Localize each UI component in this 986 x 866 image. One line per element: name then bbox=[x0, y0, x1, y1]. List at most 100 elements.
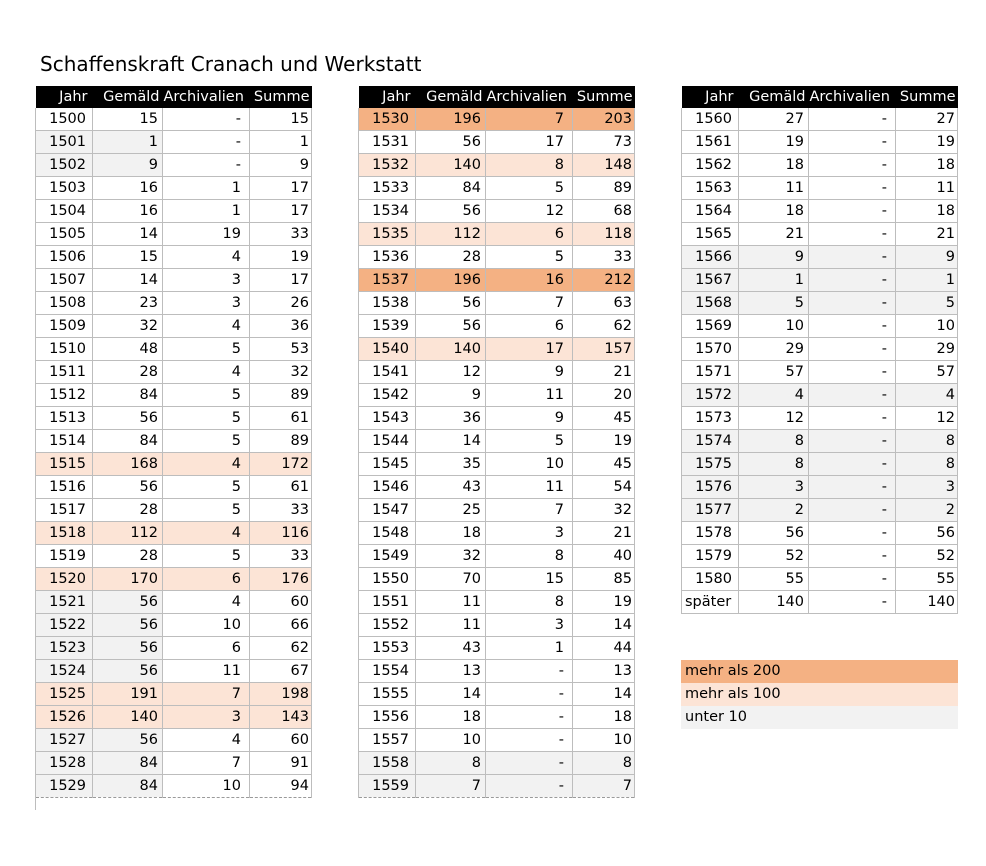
cell-summe: 60 bbox=[249, 728, 312, 752]
cell-summe: 45 bbox=[572, 406, 635, 430]
cell-summe: 1 bbox=[895, 268, 958, 292]
cell-gemaeld: 18 bbox=[738, 199, 809, 223]
cell-archivalien: 7 bbox=[485, 108, 573, 131]
cell-gridline bbox=[35, 798, 36, 810]
table-row: 1550 70 15 85 bbox=[358, 567, 635, 591]
table-row: 1513 56 5 61 bbox=[35, 406, 312, 430]
cell-summe: 11 bbox=[895, 176, 958, 200]
data-table-1560-spaeter: Jahr Gemäld Archivalien Summe 1560 27-27 1561 1… bbox=[681, 86, 958, 614]
cell-archivalien: - bbox=[485, 774, 573, 798]
cell-summe: 33 bbox=[249, 498, 312, 522]
cell-summe: 8 bbox=[572, 751, 635, 775]
table-row: 1558 8-8 bbox=[358, 751, 635, 775]
header-summe: Summe bbox=[895, 86, 958, 108]
table-row: 1510 48 5 53 bbox=[35, 337, 312, 361]
table-row: 1524 56 11 67 bbox=[35, 659, 312, 683]
cell-summe: 10 bbox=[572, 728, 635, 752]
cell-gemaeld: 11 bbox=[415, 613, 486, 637]
cell-gemaeld: 12 bbox=[738, 406, 809, 430]
cell-archivalien: - bbox=[808, 314, 896, 338]
cell-jahr: 1519 bbox=[35, 544, 93, 568]
cell-jahr: 1572 bbox=[681, 383, 739, 407]
cell-summe: 89 bbox=[249, 429, 312, 453]
cell-gemaeld: 140 bbox=[92, 705, 163, 729]
cell-gemaeld: 84 bbox=[92, 774, 163, 798]
cell-gemaeld: 32 bbox=[92, 314, 163, 338]
cell-summe: 61 bbox=[249, 406, 312, 430]
cell-jahr: 1563 bbox=[681, 176, 739, 200]
cell-summe: 14 bbox=[572, 682, 635, 706]
table-row: 1532 140 8 148 bbox=[358, 153, 635, 177]
table-row: 1536 28 5 33 bbox=[358, 245, 635, 269]
cell-archivalien: - bbox=[808, 245, 896, 269]
cell-jahr: 1527 bbox=[35, 728, 93, 752]
cell-gemaeld: 5 bbox=[738, 291, 809, 315]
cell-summe: 7 bbox=[572, 774, 635, 798]
cell-gemaeld: 196 bbox=[415, 108, 486, 131]
table-row: 1544 14 5 19 bbox=[358, 429, 635, 453]
cell-gemaeld: 23 bbox=[92, 291, 163, 315]
cell-summe: 67 bbox=[249, 659, 312, 683]
table-row: 1565 21-21 bbox=[681, 222, 958, 246]
table-row: 1520 170 6 176 bbox=[35, 567, 312, 591]
cell-gemaeld: 9 bbox=[92, 153, 163, 177]
cell-summe: 9 bbox=[249, 153, 312, 177]
table-row: 1538 56 7 63 bbox=[358, 291, 635, 315]
cell-jahr: 1552 bbox=[358, 613, 416, 637]
table-row: 1522 56 10 66 bbox=[35, 613, 312, 637]
table-row: 1552 11 3 14 bbox=[358, 613, 635, 637]
cell-jahr: 1502 bbox=[35, 153, 93, 177]
cell-summe: 198 bbox=[249, 682, 312, 706]
table-row: 1527 56 4 60 bbox=[35, 728, 312, 752]
cell-summe: 9 bbox=[895, 245, 958, 269]
cell-archivalien: 1 bbox=[485, 636, 573, 660]
cell-summe: 45 bbox=[572, 452, 635, 476]
header-gemaeld: Gemäld bbox=[92, 86, 163, 108]
cell-jahr: 1542 bbox=[358, 383, 416, 407]
cell-summe: 1 bbox=[249, 130, 312, 154]
cell-gemaeld: 16 bbox=[92, 176, 163, 200]
cell-summe: 21 bbox=[572, 521, 635, 545]
data-table-1500-1529: Jahr Gemäld Archivalien Summe 1500 15-15 1501 1… bbox=[35, 86, 312, 798]
cell-archivalien: - bbox=[808, 452, 896, 476]
cell-gemaeld: 15 bbox=[92, 108, 163, 131]
cell-summe: 68 bbox=[572, 199, 635, 223]
cell-summe: 21 bbox=[895, 222, 958, 246]
cell-gemaeld: 18 bbox=[415, 705, 486, 729]
cell-archivalien: 1 bbox=[162, 199, 250, 223]
table-row: 1519 28 5 33 bbox=[35, 544, 312, 568]
cell-gemaeld: 48 bbox=[92, 337, 163, 361]
cell-summe: 33 bbox=[572, 245, 635, 269]
cell-gemaeld: 18 bbox=[415, 521, 486, 545]
cell-jahr: 1534 bbox=[358, 199, 416, 223]
cell-gemaeld: 14 bbox=[415, 429, 486, 453]
table-row: 1557 10-10 bbox=[358, 728, 635, 752]
table-row: 1533 84 5 89 bbox=[358, 176, 635, 200]
cell-summe: 172 bbox=[249, 452, 312, 476]
cell-gemaeld: 32 bbox=[415, 544, 486, 568]
table-row: 1572 4-4 bbox=[681, 383, 958, 407]
cell-jahr: 1505 bbox=[35, 222, 93, 246]
cell-archivalien: - bbox=[162, 108, 250, 131]
cell-jahr: 1578 bbox=[681, 521, 739, 545]
cell-jahr: 1517 bbox=[35, 498, 93, 522]
cell-archivalien: 1 bbox=[162, 176, 250, 200]
table-row: 1514 84 5 89 bbox=[35, 429, 312, 453]
cell-gemaeld: 28 bbox=[415, 245, 486, 269]
cell-archivalien: 17 bbox=[485, 130, 573, 154]
cell-summe: 157 bbox=[572, 337, 635, 361]
cell-jahr: 1574 bbox=[681, 429, 739, 453]
table-row: 1553 43 1 44 bbox=[358, 636, 635, 660]
cell-summe: 44 bbox=[572, 636, 635, 660]
table-row: 1521 56 4 60 bbox=[35, 590, 312, 614]
cell-archivalien: - bbox=[485, 751, 573, 775]
cell-archivalien: 11 bbox=[162, 659, 250, 683]
cell-summe: 5 bbox=[895, 291, 958, 315]
data-table-1530-1559: Jahr Gemäld Archivalien Summe 1530 196 7 203 153… bbox=[358, 86, 635, 798]
cell-summe: 66 bbox=[249, 613, 312, 637]
table-row: 1579 52-52 bbox=[681, 544, 958, 568]
cell-gemaeld: 7 bbox=[415, 774, 486, 798]
cell-archivalien: - bbox=[162, 153, 250, 177]
cell-gemaeld: 112 bbox=[92, 521, 163, 545]
cell-jahr: 1516 bbox=[35, 475, 93, 499]
